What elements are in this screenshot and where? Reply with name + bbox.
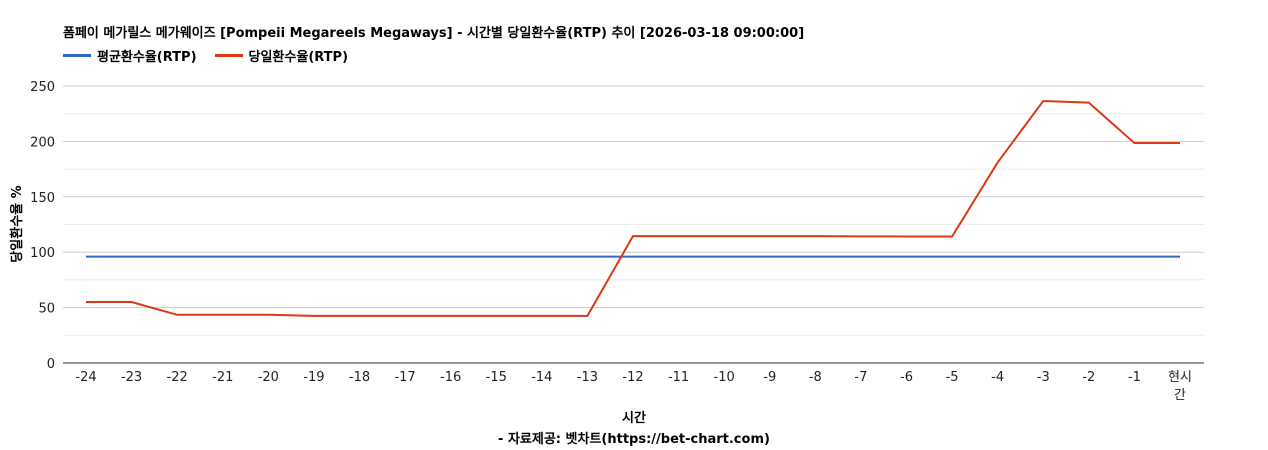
y-tick-label: 250 xyxy=(30,80,55,95)
x-tick-label: -6 xyxy=(900,370,913,385)
x-tick-label: -7 xyxy=(854,370,867,385)
x-tick-label: -16 xyxy=(440,370,461,385)
x-tick-label: -14 xyxy=(531,370,552,385)
x-tick-label: -5 xyxy=(946,370,959,385)
x-tick-label: -24 xyxy=(75,370,96,385)
x-axis-title: 시간 xyxy=(622,411,646,426)
y-axis-title: 당일환수율 % xyxy=(9,185,25,262)
daily-rtp-line xyxy=(86,99,1180,317)
legend-swatch xyxy=(63,54,91,57)
x-tick-label: -4 xyxy=(991,370,1004,385)
legend-item-daily-rtp[interactable]: 당일환수율(RTP) xyxy=(214,46,349,65)
x-tick-label: -21 xyxy=(212,370,233,385)
x-tick-label: -10 xyxy=(714,370,735,385)
x-tick-label: 현시 xyxy=(1168,370,1192,385)
x-tick-label: -1 xyxy=(1128,370,1141,385)
x-tick-label: -8 xyxy=(809,370,822,385)
y-tick-label: 0 xyxy=(47,357,55,372)
y-tick-label: 100 xyxy=(30,246,55,261)
legend-label: 당일환수율(RTP) xyxy=(248,50,349,65)
source-credit: - 자료제공: 벳차트(https://bet-chart.com) xyxy=(498,432,770,447)
x-tick-label: -20 xyxy=(258,370,279,385)
legend-label: 평균환수율(RTP) xyxy=(97,50,197,65)
legend-item-avg-rtp[interactable]: 평균환수율(RTP) xyxy=(63,46,197,65)
y-tick-label: 50 xyxy=(38,302,55,317)
x-tick-label: -2 xyxy=(1082,370,1095,385)
y-tick-label: 150 xyxy=(30,191,55,206)
x-tick-label: -23 xyxy=(121,370,142,385)
y-tick-label: 200 xyxy=(30,135,55,150)
x-tick-label: -15 xyxy=(486,370,507,385)
x-tick-label: -11 xyxy=(668,370,689,385)
x-tick-label: -3 xyxy=(1037,370,1050,385)
x-tick-label: -13 xyxy=(577,370,598,385)
x-tick-label: 간 xyxy=(1174,388,1186,403)
x-tick-label: -17 xyxy=(394,370,415,385)
x-tick-label: -18 xyxy=(349,370,370,385)
chart-title: 폼페이 메가릴스 메가웨이즈 [Pompeii Megareels Megawa… xyxy=(63,26,805,41)
legend-swatch xyxy=(214,54,243,57)
x-tick-label: -9 xyxy=(763,370,776,385)
x-tick-label: -19 xyxy=(303,370,324,385)
x-tick-label: -12 xyxy=(622,370,643,385)
legend: 평균환수율(RTP) 당일환수율(RTP) xyxy=(63,46,348,65)
x-tick-label: -22 xyxy=(167,370,188,385)
